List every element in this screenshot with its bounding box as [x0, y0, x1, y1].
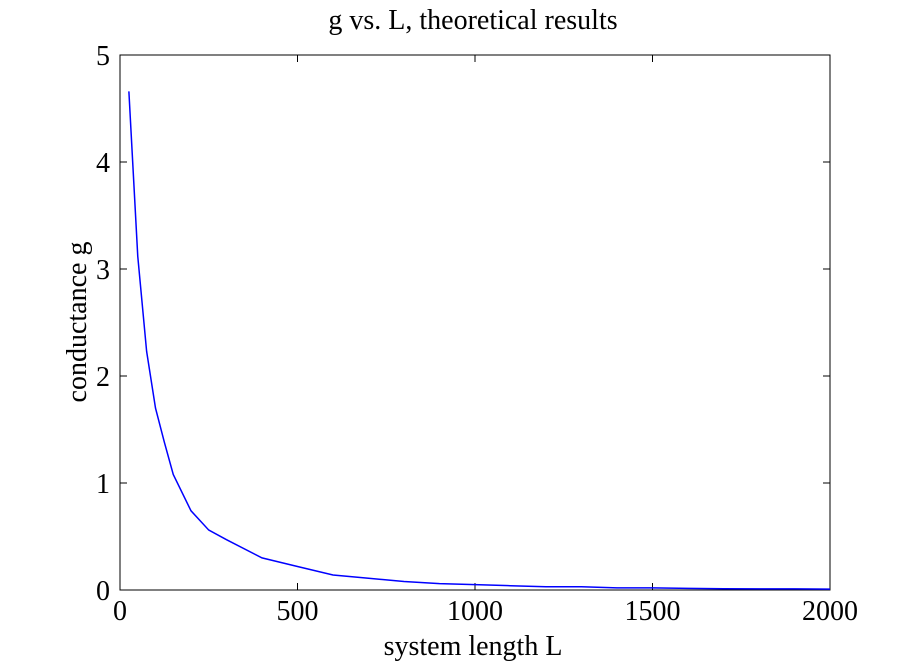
y-axis-ticks: 0 1 2 3 4 5 [96, 41, 830, 607]
series-line-conductance [128, 91, 831, 590]
x-tick-label: 1500 [625, 596, 681, 627]
y-tick-label: 5 [96, 41, 110, 72]
chart-title: g vs. L, theoretical results [328, 5, 617, 36]
y-tick-label: 3 [96, 255, 110, 286]
x-tick-label: 1000 [447, 596, 503, 627]
y-tick-label: 2 [96, 362, 110, 393]
plot-area-frame [119, 54, 831, 591]
x-axis-ticks: 0 500 1000 1500 2000 [113, 55, 858, 627]
y-axis-label: conductance g [62, 242, 93, 403]
x-tick-label: 500 [277, 596, 319, 627]
y-tick-label: 1 [96, 469, 110, 500]
y-tick-label: 0 [96, 576, 110, 607]
x-tick-label: 2000 [802, 596, 858, 627]
x-axis-label: system length L [384, 631, 563, 662]
x-tick-label: 0 [113, 596, 127, 627]
y-tick-label: 4 [96, 148, 110, 179]
